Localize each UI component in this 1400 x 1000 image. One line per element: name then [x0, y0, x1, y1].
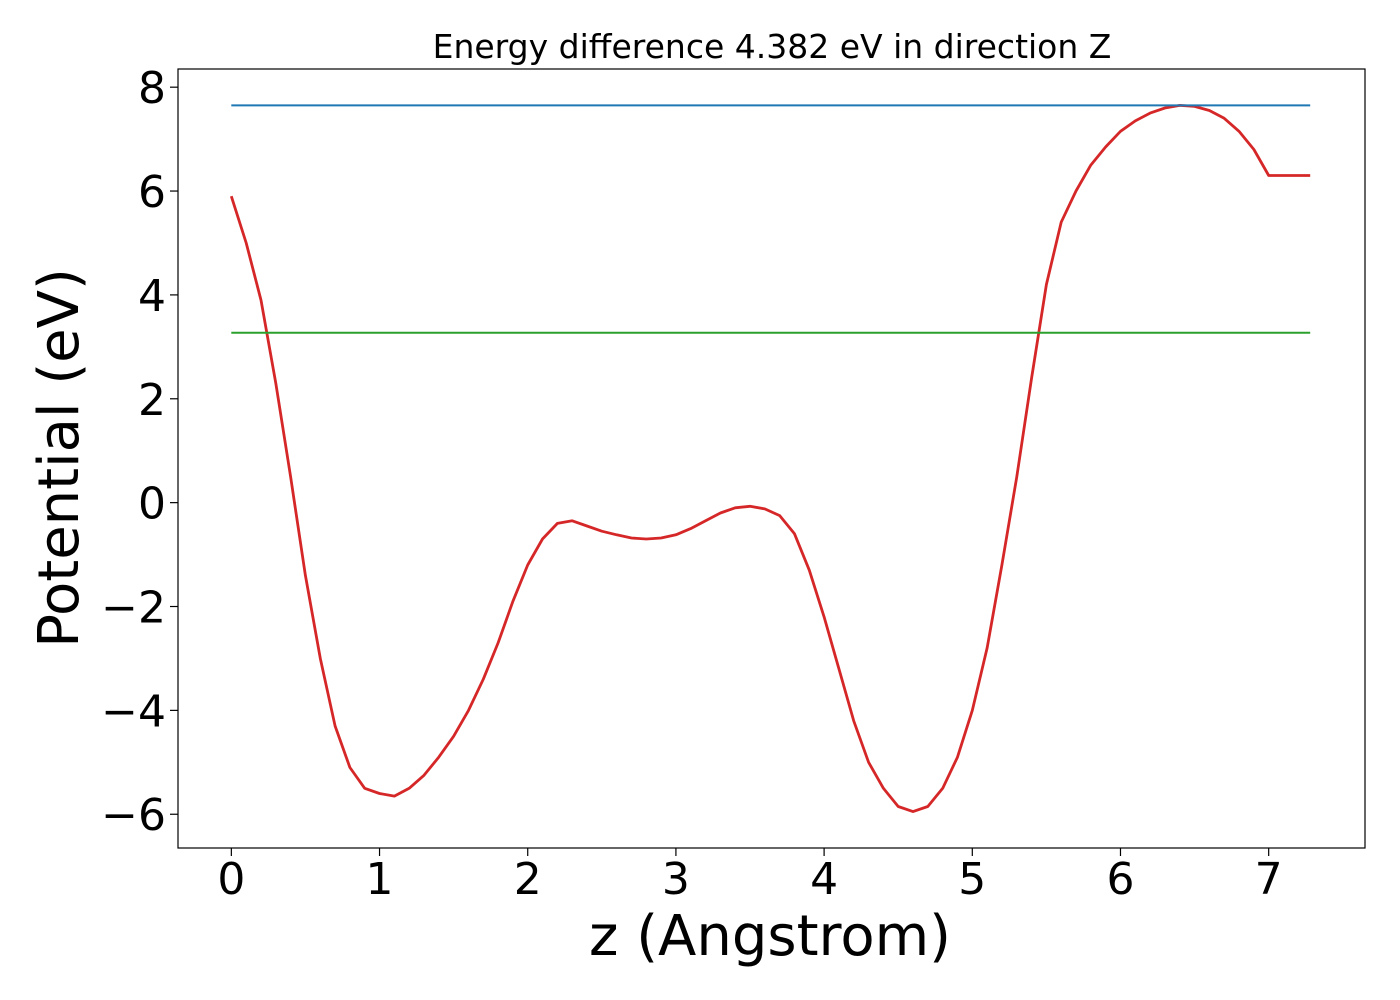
y-tick-label: 6 — [138, 167, 166, 218]
x-tick-label: 2 — [514, 854, 542, 905]
x-tick-label: 4 — [810, 854, 838, 905]
x-tick-label: 1 — [366, 854, 394, 905]
plot-frame — [177, 68, 1366, 849]
y-axis: −6 −4 −2 0 2 4 6 8 — [101, 63, 178, 841]
x-tick-label: 7 — [1255, 854, 1283, 905]
y-tick-label: 4 — [138, 271, 166, 322]
x-tick-label: 5 — [958, 854, 986, 905]
y-tick-label: −6 — [101, 790, 166, 841]
y-tick-label: −2 — [101, 583, 166, 634]
y-tick-label: 2 — [138, 375, 166, 426]
series-line-0 — [229, 104, 1311, 813]
x-tick-label: 3 — [662, 854, 690, 905]
plot-area — [229, 104, 1311, 813]
y-tick-label: −4 — [101, 686, 166, 737]
x-tick-label: 0 — [217, 854, 245, 905]
y-tick-label: 0 — [138, 479, 166, 530]
x-axis: 0 1 2 3 4 5 6 7 — [217, 848, 1283, 905]
y-tick-label: 8 — [138, 63, 166, 114]
x-axis-label: z (Angstrom) — [589, 904, 951, 969]
chart-title: Energy difference 4.382 eV in direction … — [433, 27, 1112, 66]
y-axis-label: Potential (eV) — [27, 268, 92, 648]
x-tick-label: 6 — [1106, 854, 1134, 905]
